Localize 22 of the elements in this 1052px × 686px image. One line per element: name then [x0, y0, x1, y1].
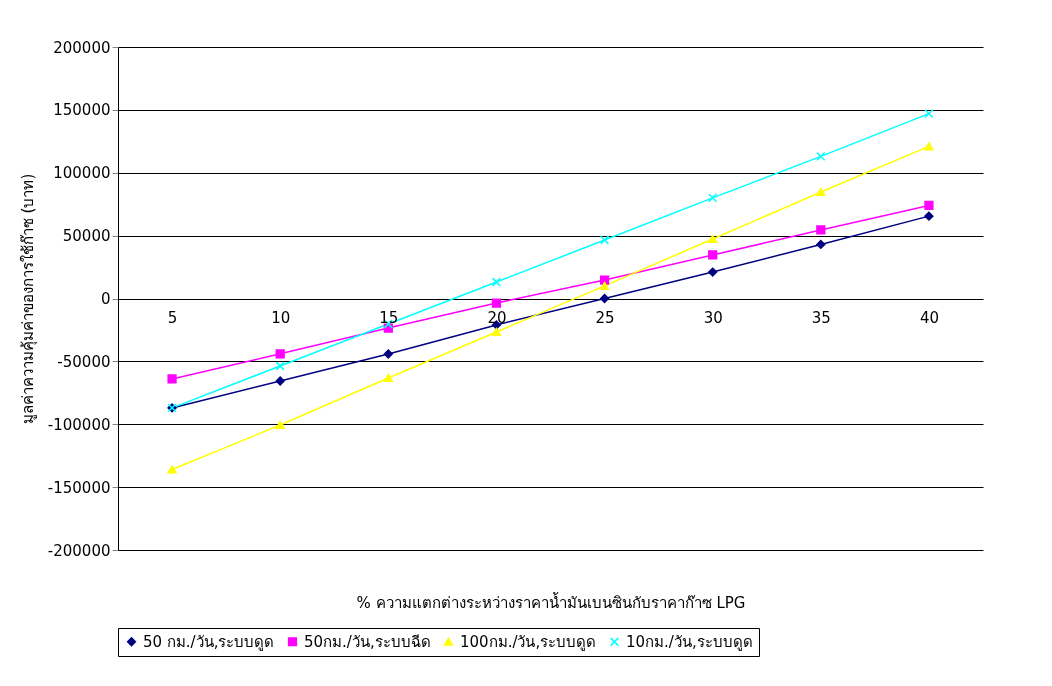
x-tick-label: 20: [487, 309, 507, 327]
y-tick-label: 150000: [53, 101, 111, 120]
y-tick-label: 0: [100, 290, 111, 308]
y-tick-label: -200000: [47, 541, 111, 560]
x-axis-title: % ความแตกต่างระหว่างราคาน้ำมันเบนซินกับราคาก๊าซ LPG: [356, 591, 746, 612]
x-tick-label: 35: [811, 309, 831, 327]
x-tick-label: 5: [167, 309, 178, 327]
x-tick-label: 10: [271, 309, 291, 327]
legend-label: 50กม./วัน,ระบบฉีด: [304, 632, 431, 651]
y-tick-label: -50000: [57, 352, 111, 371]
y-axis-title: มูลค่าความคุ้มค่าของการใช้ก๊าซ (บาท): [18, 173, 38, 425]
legend-label: 50 กม./วัน,ระบบดูด: [143, 632, 275, 651]
y-tick-label: -100000: [47, 415, 111, 434]
x-tick-label: 40: [919, 309, 939, 327]
legend-label: 10กม./วัน,ระบบดูด: [626, 632, 753, 651]
y-tick-label: 100000: [53, 164, 111, 183]
y-tick-label: 50000: [62, 227, 111, 246]
y-tick-label: -150000: [47, 478, 111, 497]
legend-label: 100กม./วัน,ระบบดูด: [460, 632, 597, 651]
y-tick-label: 200000: [53, 38, 111, 57]
x-tick-label: 25: [595, 309, 615, 327]
x-tick-label: 30: [703, 309, 723, 327]
